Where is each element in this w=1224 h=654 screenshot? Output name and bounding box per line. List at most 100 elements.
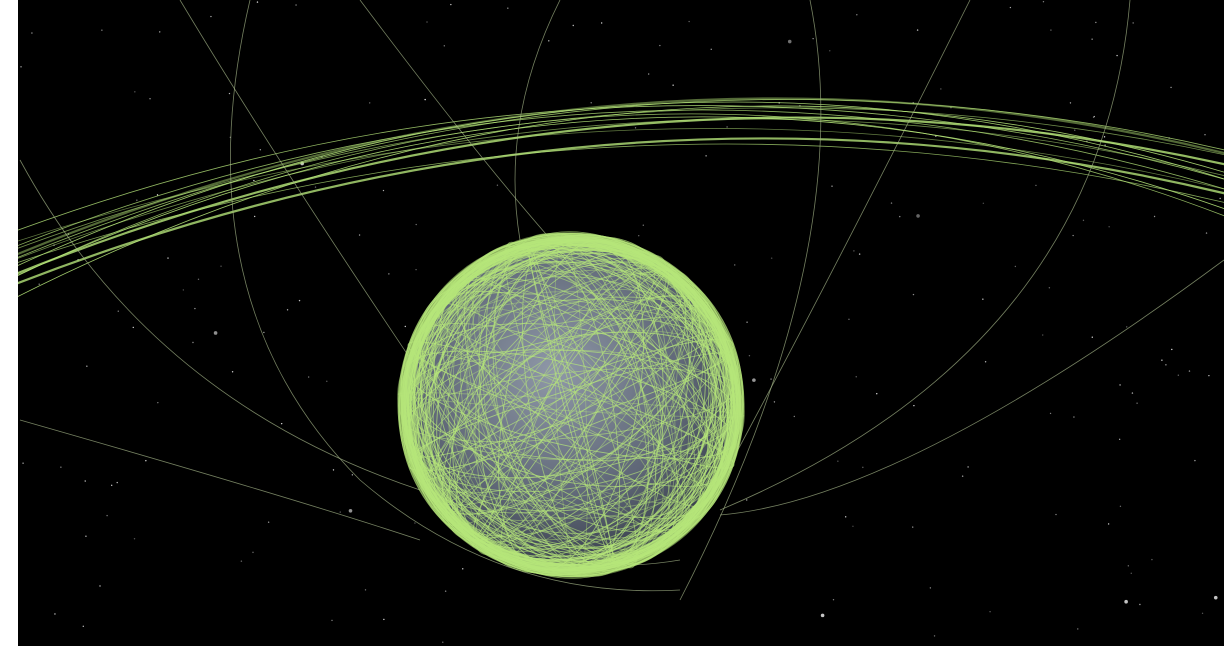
star bbox=[101, 29, 103, 31]
star bbox=[837, 460, 839, 462]
star bbox=[1161, 359, 1163, 361]
star bbox=[132, 326, 134, 329]
star bbox=[734, 264, 736, 266]
hee-orbit bbox=[719, 259, 1224, 516]
star bbox=[462, 568, 464, 570]
star bbox=[507, 7, 509, 9]
star bbox=[1132, 22, 1134, 24]
star bbox=[167, 257, 169, 259]
star bbox=[1118, 438, 1121, 441]
star bbox=[157, 401, 159, 404]
star bbox=[1095, 21, 1097, 24]
star bbox=[1119, 384, 1121, 386]
orbit-view bbox=[18, 0, 1224, 646]
star bbox=[414, 522, 416, 524]
leo-orbit bbox=[399, 291, 743, 519]
leo-orbit bbox=[425, 231, 717, 579]
star bbox=[1116, 54, 1118, 57]
star bbox=[1035, 184, 1037, 187]
star bbox=[829, 50, 831, 52]
star bbox=[38, 283, 40, 285]
leo-orbit bbox=[504, 241, 638, 569]
leo-orbit bbox=[433, 238, 709, 572]
star bbox=[989, 611, 991, 613]
star bbox=[862, 466, 864, 469]
star bbox=[192, 341, 194, 344]
star bbox=[213, 331, 218, 335]
star bbox=[1042, 334, 1044, 336]
hee-orbit bbox=[19, 419, 421, 541]
leo-orbit bbox=[433, 301, 709, 509]
star bbox=[688, 20, 690, 23]
star bbox=[67, 233, 70, 235]
star bbox=[793, 415, 796, 418]
star bbox=[54, 613, 56, 615]
star bbox=[913, 404, 915, 407]
star bbox=[853, 250, 855, 252]
star bbox=[443, 45, 446, 47]
leo-orbit bbox=[492, 233, 650, 577]
star bbox=[659, 44, 661, 47]
star bbox=[426, 21, 428, 23]
star bbox=[424, 98, 426, 101]
star bbox=[368, 102, 371, 104]
star bbox=[31, 32, 33, 34]
star bbox=[84, 480, 86, 482]
star bbox=[404, 325, 407, 328]
geo-orbit bbox=[18, 118, 1224, 259]
star bbox=[86, 365, 88, 367]
hee-orbit bbox=[719, 0, 1131, 511]
star bbox=[1119, 505, 1122, 508]
leo-orbit bbox=[475, 254, 667, 556]
star bbox=[1055, 513, 1057, 516]
star bbox=[1104, 144, 1106, 146]
star bbox=[748, 354, 751, 357]
leo-orbit bbox=[407, 341, 735, 469]
star bbox=[940, 88, 942, 90]
geo-orbit bbox=[18, 109, 1224, 246]
star bbox=[856, 14, 858, 16]
star bbox=[1077, 628, 1079, 630]
star bbox=[832, 599, 835, 601]
star bbox=[326, 380, 328, 382]
star bbox=[950, 107, 952, 109]
hee-orbit bbox=[359, 0, 561, 251]
star bbox=[770, 378, 772, 380]
star bbox=[1130, 572, 1132, 574]
star bbox=[848, 318, 850, 321]
star bbox=[259, 149, 262, 151]
star bbox=[726, 126, 728, 128]
star bbox=[647, 73, 650, 75]
leo-orbit bbox=[445, 268, 697, 542]
star bbox=[773, 401, 776, 403]
star bbox=[286, 309, 289, 311]
star bbox=[1093, 115, 1095, 118]
star bbox=[1139, 603, 1141, 606]
star bbox=[253, 215, 256, 218]
star bbox=[156, 194, 159, 196]
star bbox=[133, 538, 136, 540]
star bbox=[876, 393, 878, 395]
star bbox=[194, 307, 196, 310]
star bbox=[220, 265, 222, 267]
geo-orbit bbox=[18, 116, 1224, 276]
star bbox=[1201, 612, 1204, 615]
star bbox=[82, 625, 84, 628]
leo-orbit bbox=[414, 261, 728, 549]
star bbox=[1072, 234, 1074, 237]
geo-orbit bbox=[18, 113, 1224, 277]
star bbox=[1194, 459, 1196, 462]
star bbox=[1107, 523, 1110, 525]
star bbox=[263, 331, 265, 334]
star bbox=[634, 127, 637, 129]
star bbox=[1049, 412, 1052, 415]
star bbox=[415, 268, 417, 271]
star bbox=[314, 186, 317, 188]
star bbox=[182, 289, 185, 291]
leo-orbit bbox=[416, 246, 726, 564]
star bbox=[382, 189, 385, 192]
star bbox=[916, 214, 920, 218]
star bbox=[110, 484, 113, 487]
star bbox=[1103, 136, 1106, 138]
